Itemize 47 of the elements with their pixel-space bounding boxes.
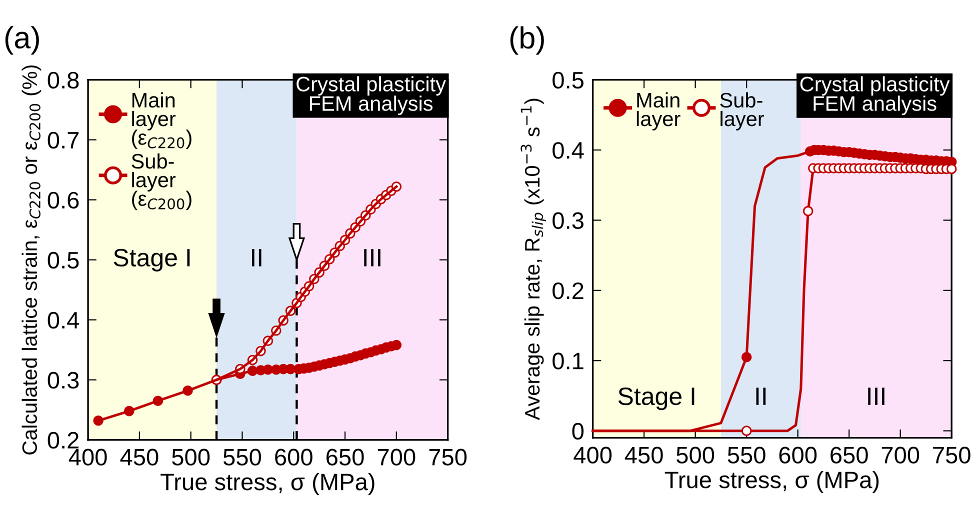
chart-title: (a)	[5, 26, 39, 55]
legend-label: Main layer (ε$_{C220}$)	[132, 92, 192, 150]
x-tick-label: 650	[830, 446, 868, 464]
y-tick-label: 0.2	[552, 282, 584, 300]
y-tick-label: 0.5	[552, 72, 584, 89]
y-axis-title: Calculated lattice strain, ε$_{C220}$ or ε$_{C200}$ (%)	[22, 65, 42, 454]
y-tick-label: 0.7	[48, 132, 79, 149]
y-tick-label: 0.8	[48, 72, 79, 89]
band-label: Stage I	[618, 387, 694, 410]
x-tick-label: 750	[933, 446, 970, 464]
legend-label: Main layer	[636, 92, 680, 130]
band-label: II	[252, 249, 262, 266]
legend-label: Sub- layer	[720, 92, 764, 130]
annotation: Crystal plasticity FEM analysis	[800, 76, 950, 116]
x-tick-label: 550	[728, 446, 766, 464]
band-label: II	[756, 388, 766, 405]
y-tick-label: 0.5	[48, 252, 79, 269]
y-tick-label: 0.6	[48, 192, 79, 209]
y-tick-label: 0.4	[552, 142, 584, 159]
x-tick-label: 500	[676, 446, 714, 464]
band-label: III	[868, 388, 884, 405]
y-tick-label: 0.4	[48, 312, 80, 329]
x-axis-title: True stress, σ (MPa)	[160, 472, 374, 495]
x-tick-label: 450	[624, 446, 663, 464]
x-tick-label: 600	[275, 448, 312, 466]
y-axis-title: Average slip rate, R$_{slip}$ (x10$^{−3}$ s$^{−1}$)	[520, 98, 546, 420]
x-tick-label: 500	[172, 448, 210, 466]
band-label: III	[364, 249, 380, 266]
x-tick-label: 400	[68, 448, 107, 466]
x-axis-title: True stress, σ (MPa)	[664, 470, 879, 493]
x-tick-label: 750	[429, 448, 467, 466]
x-tick-label: 600	[779, 446, 817, 464]
x-tick-label: 450	[120, 448, 158, 466]
band-label: Stage I	[114, 248, 190, 272]
x-tick-label: 700	[882, 446, 920, 464]
x-tick-label: 650	[326, 448, 364, 466]
x-tick-label: 550	[223, 448, 262, 466]
y-tick-label: 0	[572, 422, 584, 440]
legend-label: Sub- layer (ε$_{C200}$)	[132, 153, 192, 210]
x-tick-label: 400	[574, 446, 612, 464]
x-tick-label: 700	[378, 448, 416, 466]
y-tick-label: 0.1	[552, 352, 584, 370]
y-tick-label: 0.2	[48, 432, 79, 449]
annotation: Crystal plasticity FEM analysis	[296, 76, 446, 116]
chart-title: (b)	[510, 26, 544, 55]
y-tick-label: 0.3	[48, 372, 79, 389]
y-tick-label: 0.3	[552, 212, 584, 229]
